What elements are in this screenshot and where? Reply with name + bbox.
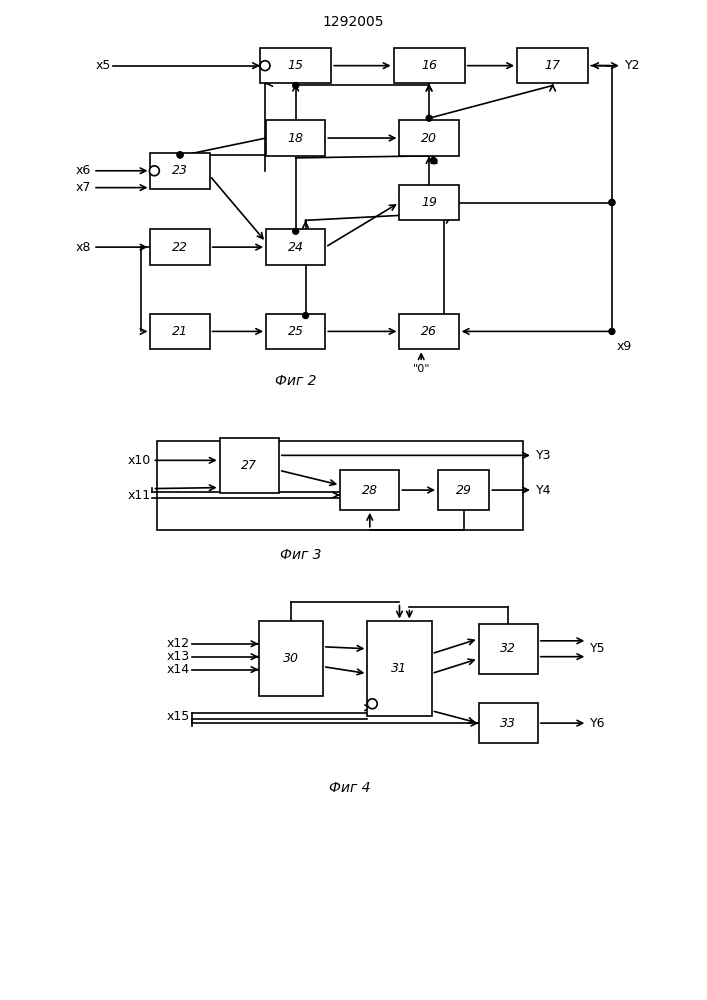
Circle shape — [368, 699, 378, 709]
Bar — [151, 314, 210, 349]
Bar — [266, 120, 325, 156]
Bar — [399, 120, 459, 156]
Text: 19: 19 — [421, 196, 437, 209]
Text: x9: x9 — [617, 340, 632, 353]
Text: Фиг 4: Фиг 4 — [329, 781, 370, 795]
Circle shape — [293, 228, 298, 234]
Bar — [260, 48, 332, 84]
Bar — [266, 314, 325, 349]
Bar — [151, 229, 210, 265]
Bar — [399, 185, 459, 220]
Bar — [220, 438, 279, 493]
Circle shape — [293, 83, 298, 88]
Circle shape — [260, 61, 270, 71]
Bar — [151, 153, 210, 189]
Circle shape — [609, 200, 615, 205]
Circle shape — [431, 158, 437, 164]
Text: 22: 22 — [172, 241, 188, 254]
Text: 32: 32 — [500, 642, 516, 655]
Text: 1292005: 1292005 — [322, 15, 384, 29]
Text: x12: x12 — [167, 637, 190, 650]
Circle shape — [149, 166, 159, 176]
Text: Y6: Y6 — [590, 717, 606, 730]
Text: 33: 33 — [500, 717, 516, 730]
Text: 24: 24 — [288, 241, 304, 254]
Bar — [259, 621, 323, 696]
Text: Y5: Y5 — [590, 642, 606, 655]
Text: 29: 29 — [456, 484, 472, 497]
Text: x14: x14 — [167, 663, 190, 676]
Bar — [479, 703, 538, 743]
Text: x10: x10 — [127, 454, 151, 467]
Text: x13: x13 — [167, 650, 190, 663]
Bar — [399, 314, 459, 349]
Bar — [479, 624, 538, 674]
Bar — [517, 48, 588, 84]
Circle shape — [177, 152, 183, 158]
Text: 27: 27 — [241, 459, 257, 472]
Circle shape — [609, 328, 615, 334]
Text: Y4: Y4 — [536, 484, 551, 497]
Text: 23: 23 — [172, 164, 188, 177]
Text: Фиг 3: Фиг 3 — [280, 548, 322, 562]
Text: 17: 17 — [544, 59, 561, 72]
Bar — [394, 48, 464, 84]
Text: Y3: Y3 — [536, 449, 551, 462]
Text: 31: 31 — [392, 662, 407, 675]
Bar — [368, 621, 431, 716]
Bar — [158, 440, 523, 530]
Text: 18: 18 — [288, 132, 304, 145]
Text: 20: 20 — [421, 132, 437, 145]
Text: 16: 16 — [421, 59, 437, 72]
Circle shape — [303, 313, 308, 319]
Circle shape — [426, 115, 432, 121]
Text: x11: x11 — [127, 489, 151, 502]
Circle shape — [177, 152, 183, 158]
Text: 25: 25 — [288, 325, 304, 338]
Bar — [340, 470, 399, 510]
Text: 15: 15 — [288, 59, 304, 72]
Text: 21: 21 — [172, 325, 188, 338]
Text: x6: x6 — [76, 164, 91, 177]
Circle shape — [609, 200, 615, 205]
Text: x7: x7 — [76, 181, 91, 194]
Text: x8: x8 — [76, 241, 91, 254]
Text: x5: x5 — [95, 59, 111, 72]
Text: Фиг 2: Фиг 2 — [275, 374, 317, 388]
Bar — [438, 470, 489, 510]
Text: Y2: Y2 — [625, 59, 641, 72]
Bar — [266, 229, 325, 265]
Text: 26: 26 — [421, 325, 437, 338]
Text: 30: 30 — [283, 652, 299, 665]
Text: x15: x15 — [167, 710, 190, 723]
Text: 28: 28 — [362, 484, 378, 497]
Text: "0": "0" — [412, 364, 430, 374]
